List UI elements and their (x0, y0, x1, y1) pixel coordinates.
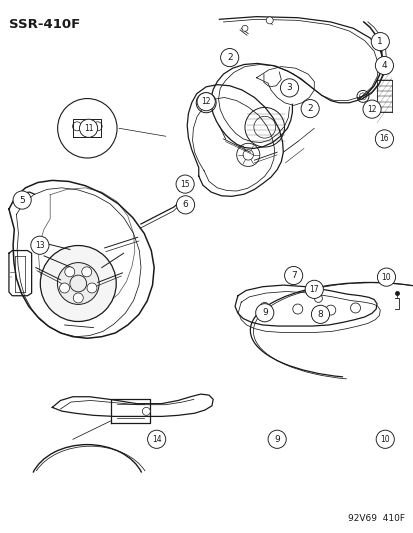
Circle shape (259, 302, 269, 312)
Text: 3: 3 (286, 83, 292, 92)
Circle shape (87, 283, 97, 293)
Text: 13: 13 (35, 241, 45, 250)
Circle shape (300, 100, 318, 118)
Circle shape (377, 268, 394, 286)
Text: 12: 12 (366, 104, 376, 114)
Circle shape (325, 305, 335, 315)
Text: 9: 9 (261, 308, 267, 317)
Circle shape (40, 246, 116, 321)
Circle shape (292, 304, 302, 314)
Circle shape (311, 305, 329, 324)
Text: 17: 17 (309, 285, 318, 294)
Circle shape (255, 304, 273, 322)
Circle shape (57, 263, 99, 304)
Text: 12: 12 (201, 97, 210, 106)
Text: 9: 9 (273, 435, 279, 444)
Circle shape (197, 93, 215, 111)
Text: 16: 16 (379, 134, 388, 143)
Text: 2: 2 (306, 104, 312, 113)
Text: 7: 7 (290, 271, 296, 280)
Circle shape (266, 17, 273, 24)
Text: 2: 2 (226, 53, 232, 62)
Circle shape (81, 267, 92, 277)
Circle shape (220, 49, 238, 67)
Circle shape (375, 56, 392, 75)
Circle shape (176, 175, 194, 193)
Text: 14: 14 (152, 435, 161, 444)
Circle shape (268, 430, 285, 448)
Circle shape (147, 430, 165, 448)
Circle shape (350, 303, 360, 313)
Text: 10: 10 (381, 273, 390, 281)
Circle shape (241, 26, 247, 31)
Circle shape (73, 293, 83, 303)
Text: 8: 8 (317, 310, 323, 319)
Circle shape (142, 407, 150, 415)
Circle shape (176, 196, 194, 214)
Circle shape (263, 307, 272, 316)
Circle shape (370, 33, 389, 51)
Text: 10: 10 (380, 435, 389, 444)
Text: 1: 1 (377, 37, 382, 46)
Text: SSR-410F: SSR-410F (9, 18, 80, 31)
Text: 15: 15 (180, 180, 190, 189)
Text: 92V69  410F: 92V69 410F (347, 514, 404, 523)
Circle shape (57, 99, 117, 158)
Circle shape (59, 283, 69, 293)
Circle shape (316, 309, 325, 318)
Circle shape (375, 430, 393, 448)
Circle shape (31, 236, 49, 254)
Circle shape (362, 100, 380, 118)
Circle shape (65, 267, 75, 277)
Text: 4: 4 (381, 61, 386, 70)
Circle shape (280, 79, 298, 97)
Text: 5: 5 (19, 196, 25, 205)
Circle shape (13, 191, 31, 209)
Text: 11: 11 (83, 124, 93, 133)
Circle shape (284, 266, 302, 285)
Circle shape (79, 119, 97, 138)
Text: 6: 6 (182, 200, 188, 209)
Circle shape (375, 130, 392, 148)
Circle shape (304, 280, 323, 298)
